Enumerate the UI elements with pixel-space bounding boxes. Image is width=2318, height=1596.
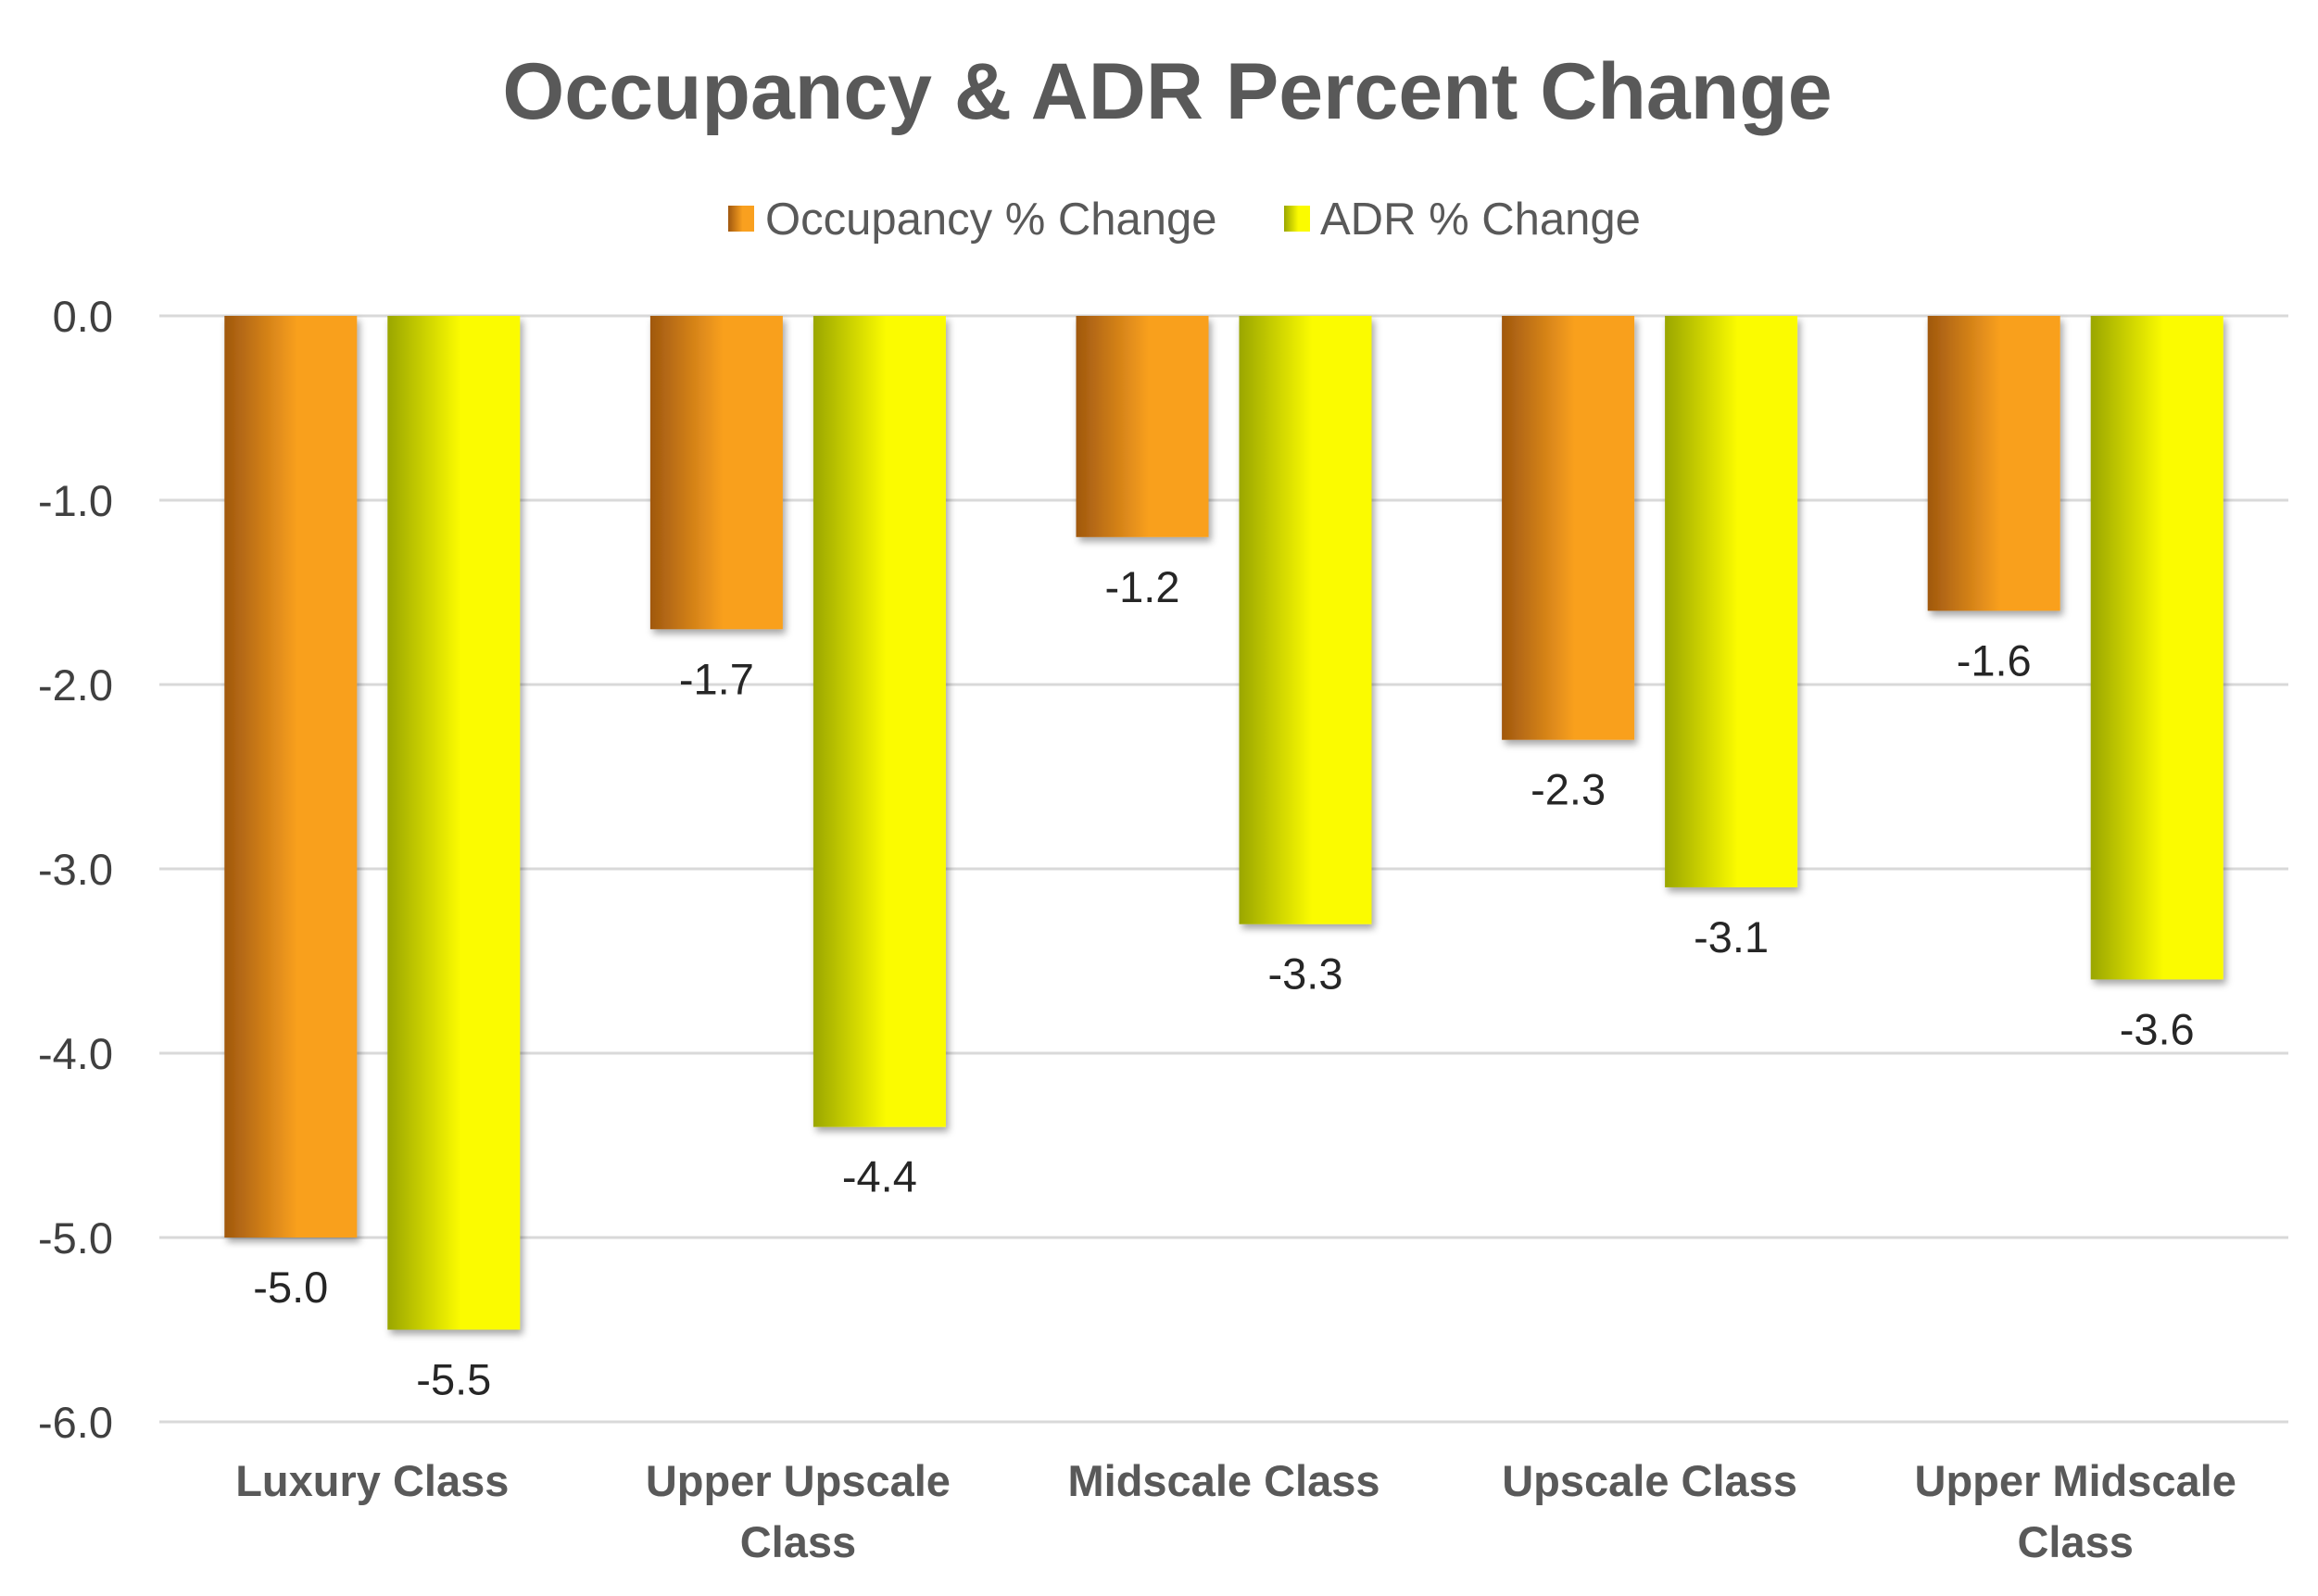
y-tick-label: -4.0 — [38, 1029, 113, 1078]
data-labels: -5.0 -1.7 -1.2 -2.3 -1.6 -5.5 -4.4 -3.3 -3.1 -3.6 — [253, 562, 2194, 1404]
category-label: Midscale Class — [1067, 1456, 1379, 1505]
data-label: -3.3 — [1268, 949, 1343, 999]
bar-adr-2 — [1239, 316, 1372, 924]
category-label: Class — [2017, 1517, 2133, 1566]
data-label: -3.1 — [1694, 912, 1769, 961]
category-label: Upper Upscale — [646, 1456, 951, 1505]
data-label: -5.0 — [253, 1263, 328, 1312]
y-tick-label: 0.0 — [53, 292, 113, 341]
legend-swatch — [1284, 206, 1310, 232]
y-tick-label: -5.0 — [38, 1213, 113, 1263]
bars — [224, 316, 2224, 1330]
bar-adr-3 — [1665, 316, 1798, 887]
category-label: Luxury Class — [235, 1456, 509, 1505]
bar-occupancy-0 — [224, 316, 358, 1238]
category-label: Upper Midscale — [1915, 1456, 2236, 1505]
bar-adr-4 — [2090, 316, 2224, 980]
y-tick-label: -2.0 — [38, 660, 113, 710]
data-label: -4.4 — [842, 1152, 917, 1201]
bar-occupancy-4 — [1927, 316, 2060, 611]
legend: Occupancy % Change ADR % Change — [728, 195, 1641, 245]
bar-occupancy-2 — [1076, 316, 1209, 537]
bar-adr-1 — [813, 316, 946, 1127]
bar-occupancy-3 — [1502, 316, 1635, 740]
data-label: -1.7 — [679, 654, 754, 703]
chart-title: Occupancy & ADR Percent Change — [502, 47, 1832, 136]
x-axis-category-labels: Luxury Class Upper Upscale Class Midscale C… — [235, 1456, 2236, 1566]
legend-label: ADR % Change — [1320, 195, 1641, 245]
data-label: -5.5 — [416, 1355, 491, 1404]
legend-label: Occupancy % Change — [765, 195, 1217, 245]
data-label: -1.2 — [1105, 562, 1180, 611]
category-label: Upscale Class — [1502, 1456, 1797, 1505]
data-label: -2.3 — [1531, 765, 1606, 814]
bar-adr-0 — [387, 316, 521, 1330]
data-label: -3.6 — [2120, 1004, 2195, 1053]
data-label: -1.6 — [1957, 635, 2032, 685]
y-tick-label: -6.0 — [38, 1398, 113, 1447]
y-tick-label: -1.0 — [38, 476, 113, 525]
y-axis-tick-labels: 0.0 -1.0 -2.0 -3.0 -4.0 -5.0 -6.0 — [38, 292, 113, 1447]
legend-swatch — [728, 206, 754, 232]
bar-occupancy-1 — [649, 316, 783, 630]
category-label: Class — [740, 1517, 856, 1566]
y-tick-label: -3.0 — [38, 845, 113, 894]
